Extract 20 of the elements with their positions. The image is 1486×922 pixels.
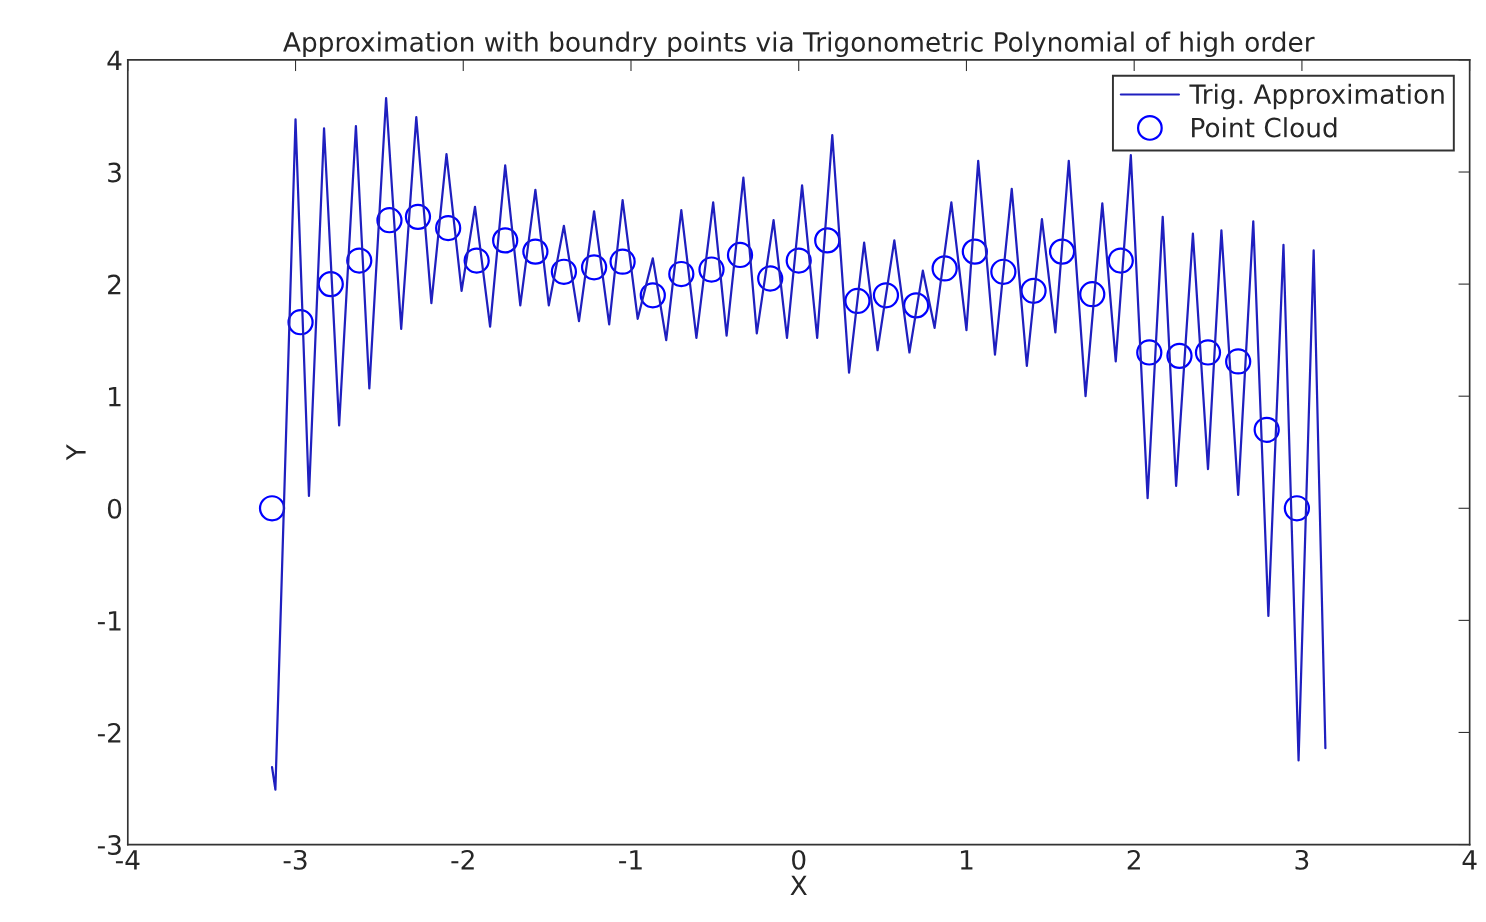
chart-title: Approximation with boundry points via Trigonometric Polynomial of high order (283, 31, 1315, 58)
y-axis-title: Y (66, 444, 86, 461)
y-tick-label: 1 (109, 386, 121, 407)
y-tick-label: 2 (108, 274, 121, 295)
x-tick-label: 2 (1127, 849, 1140, 870)
legend-label: Trig. Approximation (1189, 83, 1444, 110)
y-tick-label: 3 (108, 162, 121, 183)
x-tick-label: -2 (451, 849, 474, 870)
x-axis-title: X (790, 875, 807, 895)
x-tick-label: -3 (283, 849, 307, 870)
y-tick-label: 0 (107, 498, 122, 519)
x-tick-label: 1 (960, 850, 973, 870)
x-tick-label: 3 (1295, 849, 1309, 870)
x-tick-label: 4 (1462, 850, 1477, 870)
y-tick-label: -1 (97, 611, 121, 631)
x-tick-label: -1 (619, 850, 642, 870)
y-tick-label: 4 (107, 50, 122, 70)
legend-label: Point Cloud (1192, 117, 1337, 138)
y-tick-label: -2 (97, 722, 121, 743)
x-tick-label: 0 (792, 849, 806, 870)
